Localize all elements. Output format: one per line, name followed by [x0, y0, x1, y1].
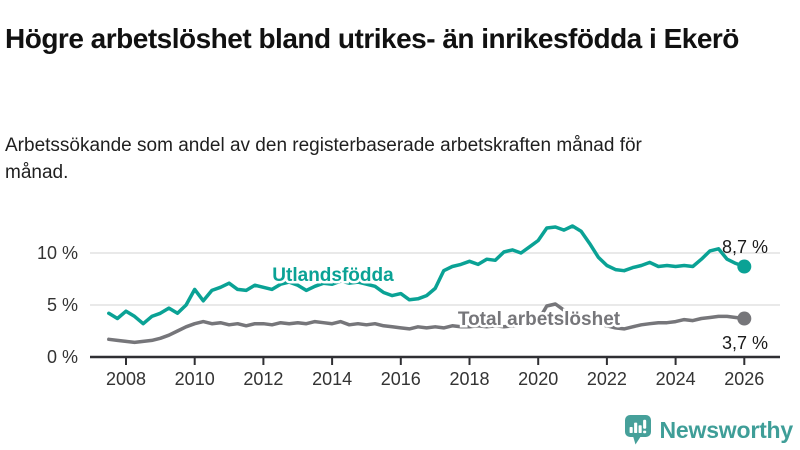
series-end-value-label: 3,7 % [722, 333, 768, 353]
gridlines [90, 252, 780, 306]
series-name-label: Utlandsfödda [272, 265, 394, 286]
series-line [107, 224, 747, 326]
series-total: Total arbetslöshet 3,7 % [107, 302, 768, 353]
x-tick-label: 2020 [518, 369, 558, 389]
x-tick-label: 2016 [381, 369, 421, 389]
newsworthy-logo-text: Newsworthy [659, 416, 794, 443]
page-subtitle: Arbetssökande som andel av den registerb… [5, 135, 642, 183]
x-tick-label: 2018 [449, 369, 489, 389]
x-tick-label: 2014 [312, 369, 352, 389]
x-tick-label: 2012 [243, 369, 283, 389]
x-tick-label: 2008 [106, 369, 146, 389]
y-axis-labels: 0 % 5 % 10 % [37, 243, 78, 367]
series-line [107, 302, 747, 345]
x-tick-label: 2010 [175, 369, 215, 389]
series-end-dot [737, 311, 752, 326]
y-tick-label: 5 % [47, 295, 78, 315]
newsworthy-bubble-chart-icon [624, 415, 651, 445]
series-end-value-label: 8,7 % [722, 237, 768, 257]
y-tick-label: 10 % [37, 243, 78, 263]
x-tick-label: 2022 [587, 369, 627, 389]
series-end-dot [737, 259, 752, 274]
series-utlandsfodda: Utlandsfödda 8,7 % [107, 224, 768, 326]
page-title: Högre arbetslöshet bland utrikes- än inr… [5, 22, 739, 54]
newsworthy-logo[interactable]: Newsworthy [624, 414, 793, 446]
x-axis: 2008 2010 2012 2014 2016 2018 2020 2022 2024 2026 [90, 355, 780, 389]
x-tick-label: 2026 [724, 369, 764, 389]
x-tick-label: 2024 [656, 369, 696, 389]
series-name-label: Total arbetslöshet [458, 309, 621, 330]
y-tick-label: 0 % [47, 347, 78, 367]
